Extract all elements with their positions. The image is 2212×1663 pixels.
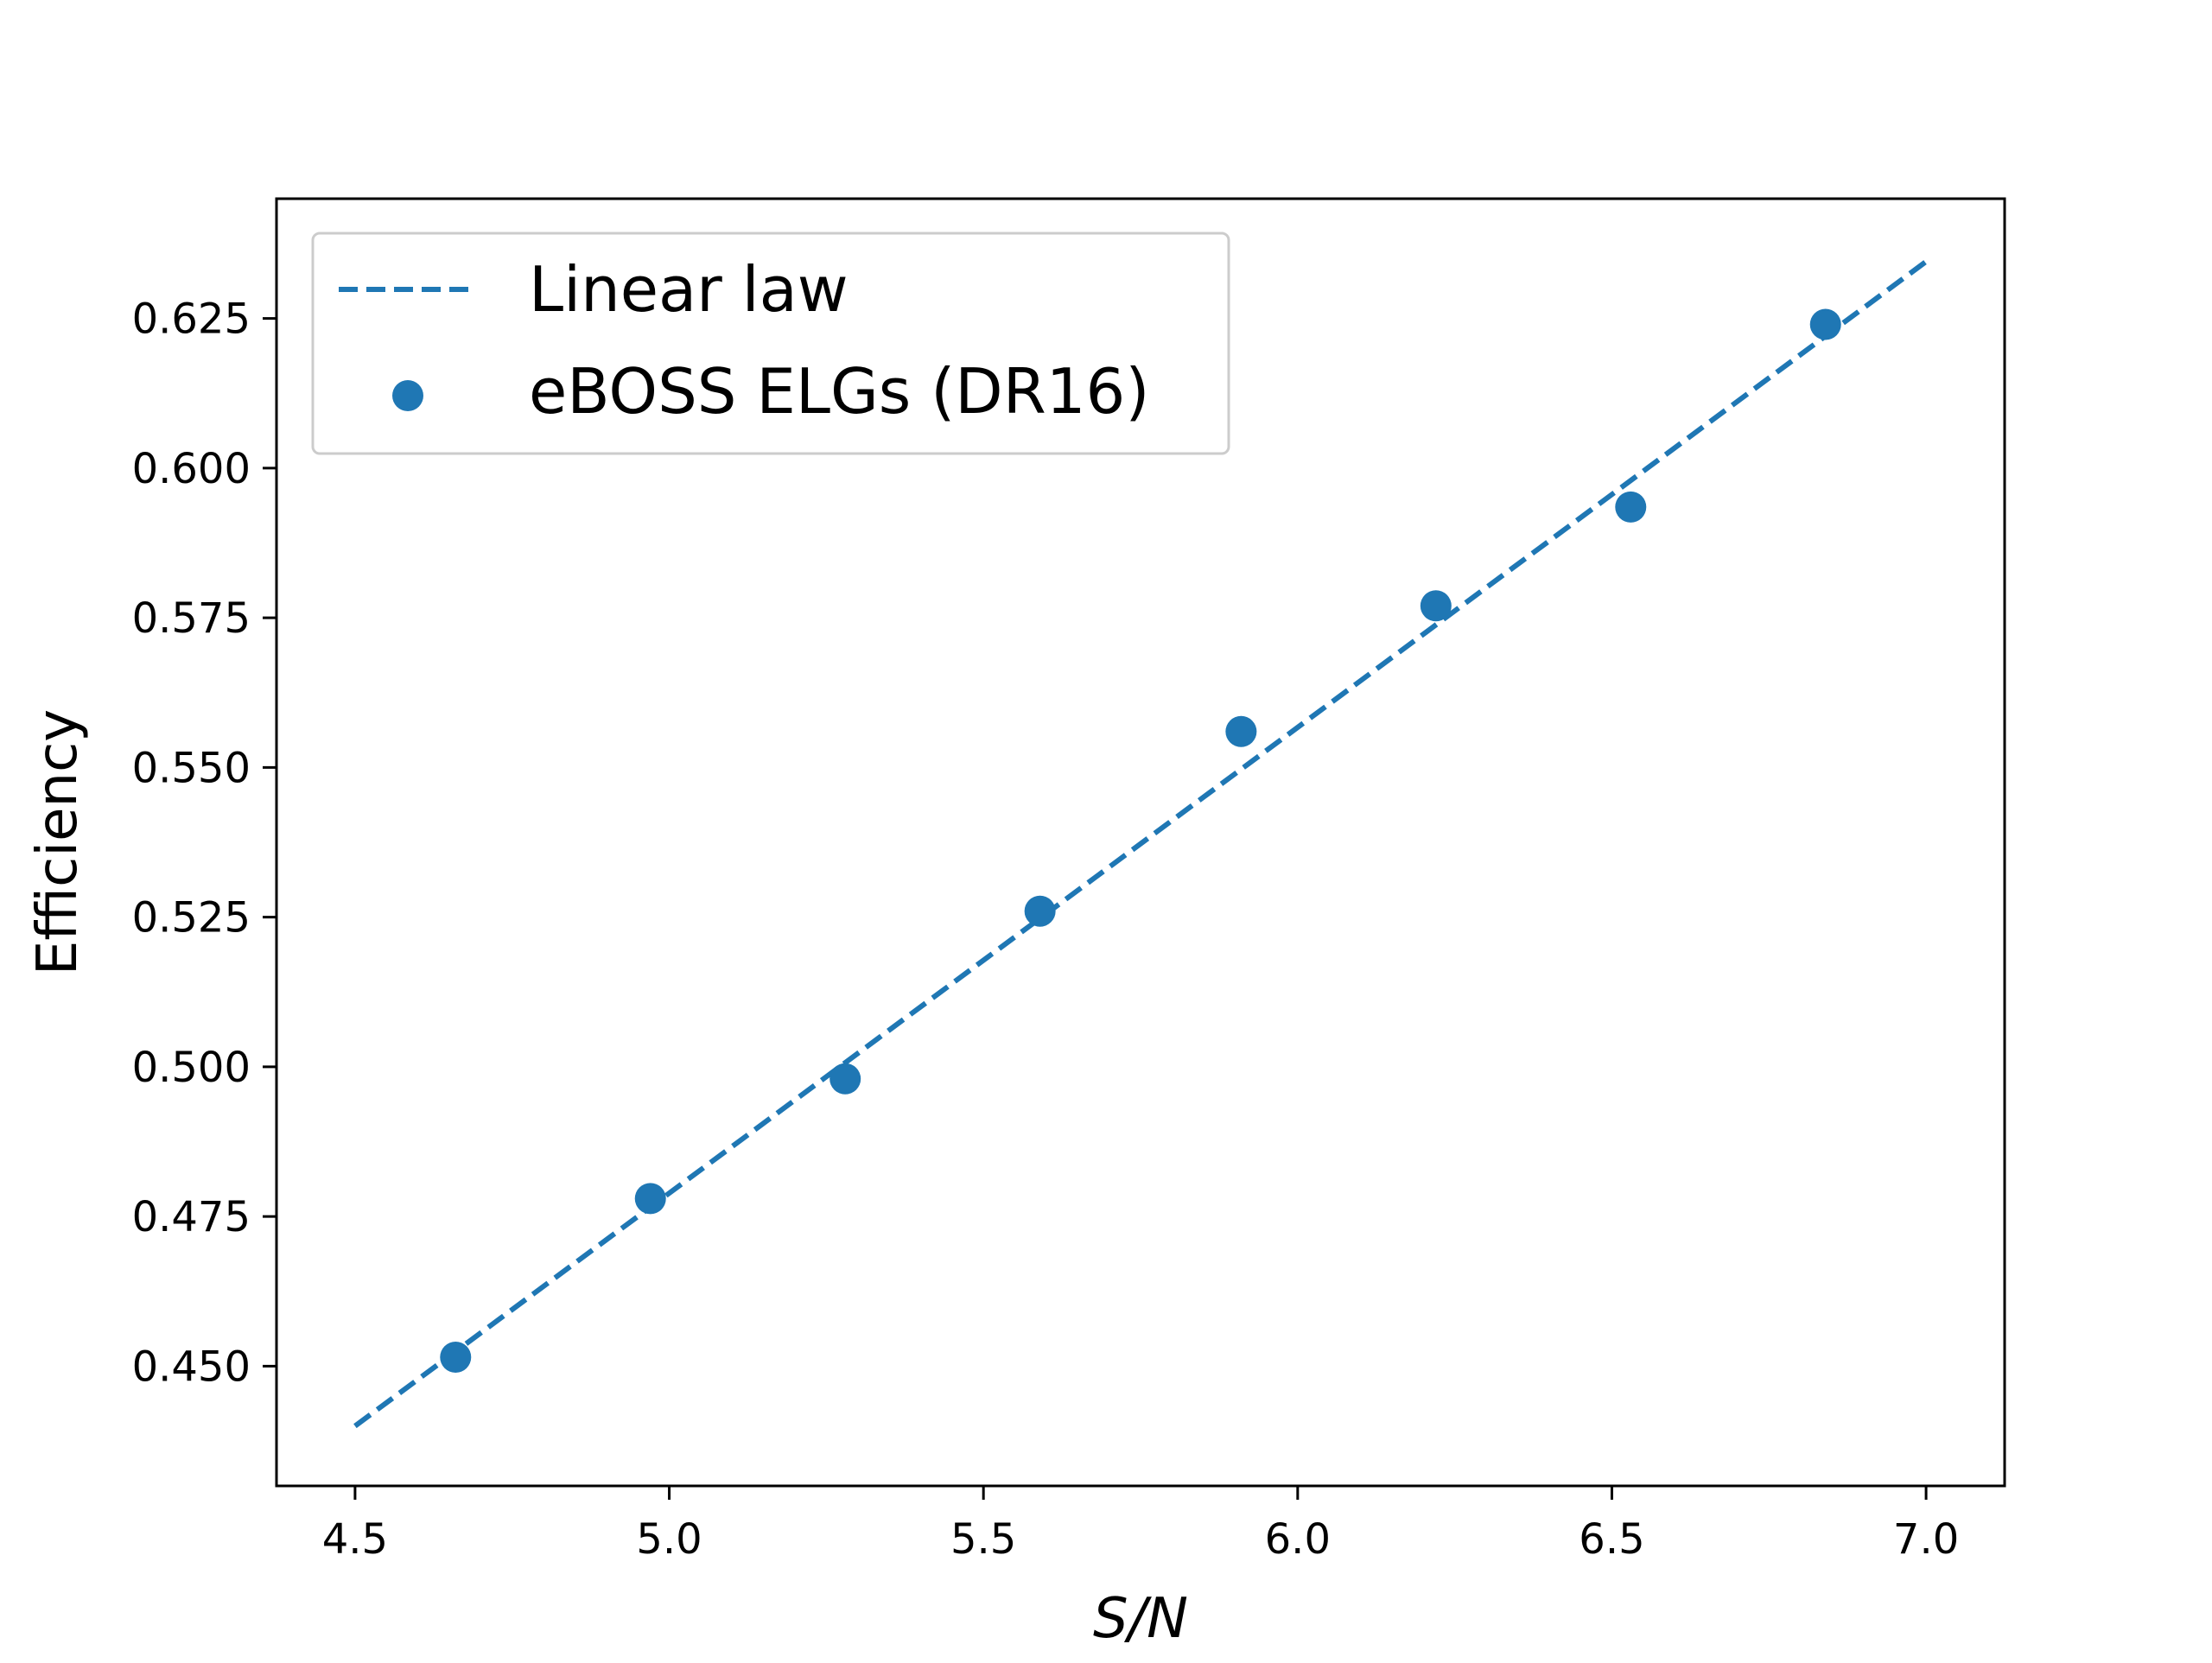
plot-frame <box>275 197 2006 1488</box>
y-axis-label: Efficiency <box>26 709 90 975</box>
data-point <box>1024 895 1056 927</box>
x-tick-label: 5.5 <box>950 1515 1016 1564</box>
x-axis-label: S/N <box>1093 1587 1188 1651</box>
data-point <box>1420 590 1452 622</box>
data-point <box>1225 715 1257 747</box>
y-tick-label: 0.575 <box>132 594 251 643</box>
legend-label-linear-law: Linear law <box>529 253 849 326</box>
line-layer <box>353 259 1928 1429</box>
y-tick-label: 0.550 <box>132 744 251 792</box>
data-point <box>1809 308 1841 340</box>
y-tick-label: 0.600 <box>132 445 251 493</box>
legend-label-eboss-elgs: eBOSS ELGs (DR16) <box>529 355 1149 428</box>
x-axis: 4.5 5.0 5.5 6.0 6.5 7.0 <box>322 1486 1959 1564</box>
y-tick-label: 0.500 <box>132 1044 251 1092</box>
data-point <box>830 1063 861 1095</box>
data-point <box>440 1342 472 1373</box>
legend-frame <box>311 232 1230 455</box>
y-tick-label: 0.625 <box>132 295 251 344</box>
x-tick-label: 4.5 <box>322 1515 388 1564</box>
data-point <box>634 1183 666 1215</box>
linear-law-line <box>353 259 1928 1429</box>
x-tick-label: 5.0 <box>636 1515 702 1564</box>
y-tick-label: 0.525 <box>132 894 251 943</box>
point-layer <box>440 308 1841 1373</box>
data-point <box>1615 491 1647 523</box>
y-axis: 0.450 0.475 0.500 0.525 0.550 0.575 0.600 0.625 <box>132 295 276 1391</box>
y-tick-label: 0.450 <box>132 1342 251 1391</box>
x-tick-label: 6.5 <box>1579 1515 1644 1564</box>
x-tick-label: 6.0 <box>1265 1515 1331 1564</box>
y-tick-label: 0.475 <box>132 1193 251 1241</box>
x-tick-label: 7.0 <box>1893 1515 1959 1564</box>
legend: Linear law eBOSS ELGs (DR16) <box>311 232 1230 455</box>
legend-marker-swatch <box>392 380 423 411</box>
